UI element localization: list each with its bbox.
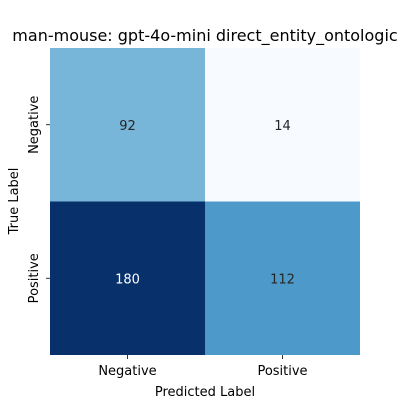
x-axis-ticks: Negative Positive: [98, 355, 307, 379]
y-tick-label-0: Negative: [27, 96, 42, 154]
cell-value-label-0-0: 92: [119, 119, 136, 134]
x-axis-label: Predicted Label: [155, 385, 255, 400]
y-axis-label: True Label: [7, 168, 22, 236]
cell-value-label-1-1: 112: [270, 272, 295, 287]
cell-value-label-1-0: 180: [115, 272, 140, 287]
cell-value-label-0-1: 14: [274, 119, 291, 134]
y-tick-label-1: Positive: [27, 253, 42, 303]
x-tick-label-0: Negative: [98, 364, 156, 379]
chart-title: man-mouse: gpt-4o-mini direct_entity_ont…: [12, 26, 397, 46]
heatmap-cells: [50, 48, 360, 355]
y-axis-ticks: Negative Positive: [27, 96, 50, 304]
x-tick-label-1: Positive: [257, 364, 307, 379]
